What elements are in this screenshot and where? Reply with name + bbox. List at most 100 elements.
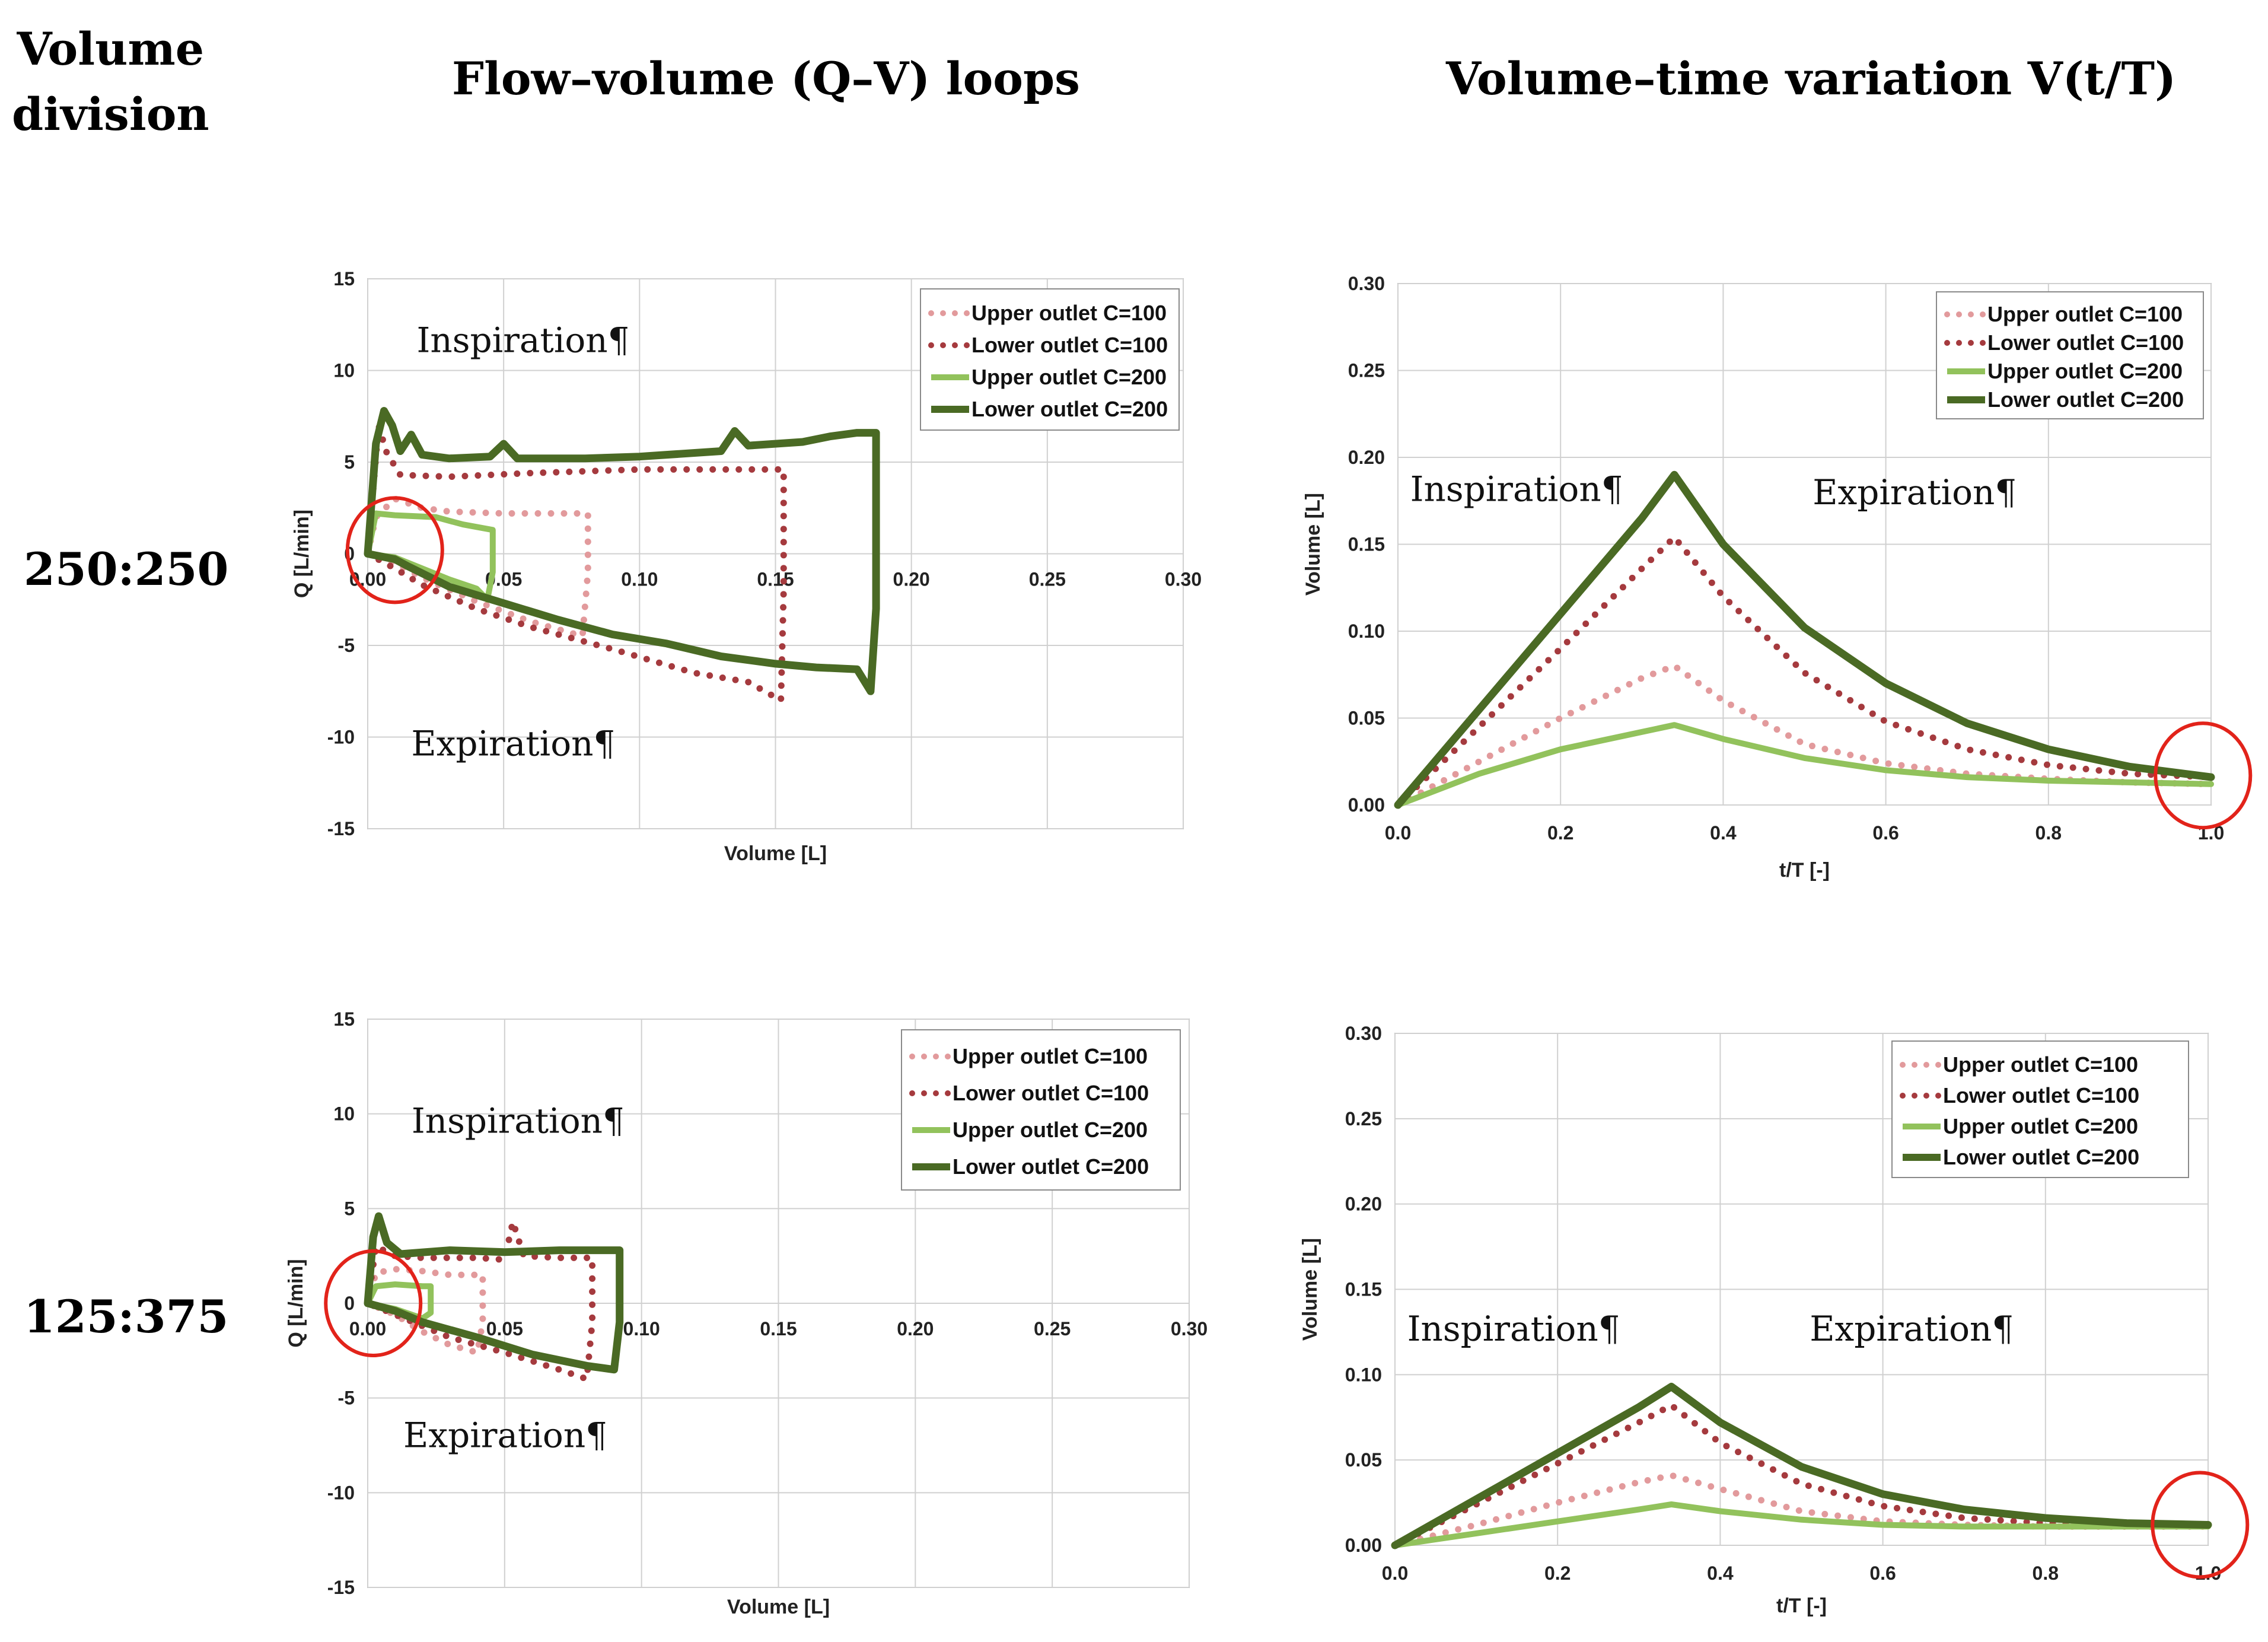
- x-tick-label: 0.20: [893, 569, 930, 590]
- x-axis-label: t/T [-]: [1776, 1595, 1827, 1617]
- series-line-solid-light: [365, 510, 496, 603]
- x-tick-label: 0.30: [1165, 569, 1202, 590]
- y-tick-label: 10: [333, 1103, 355, 1125]
- legend-label: Lower outlet C=200: [1987, 387, 2184, 412]
- x-tick-label: 0.15: [757, 569, 794, 590]
- x-tick-label: 0.6: [1869, 1563, 1896, 1584]
- annotation-text: Expiration¶: [411, 723, 615, 763]
- x-tick-label: 0.00: [349, 1318, 386, 1339]
- y-tick-label: -15: [327, 1577, 355, 1598]
- legend-label: Upper outlet C=200: [1943, 1114, 2138, 1138]
- row-label-250-250: 250:250: [24, 543, 229, 596]
- x-tick-label: 0.25: [1029, 569, 1066, 590]
- series-line-dotted-dark: [1391, 1402, 2212, 1549]
- legend-label: Lower outlet C=100: [1987, 330, 2184, 355]
- y-tick-label: 0.05: [1345, 1449, 1382, 1471]
- header-volume-division-line2: division: [12, 88, 209, 141]
- x-tick-label: 0.10: [623, 1318, 660, 1339]
- y-tick-label: 5: [344, 451, 355, 473]
- y-tick-label: -5: [338, 1388, 355, 1409]
- x-tick-label: 0.20: [897, 1318, 934, 1339]
- y-tick-label: 0.20: [1345, 1194, 1382, 1215]
- x-axis-label: t/T [-]: [1779, 859, 1830, 882]
- y-axis-label: Q [L/min]: [291, 510, 313, 598]
- y-tick-label: 0.10: [1345, 1364, 1382, 1385]
- y-tick-label: 5: [344, 1198, 355, 1219]
- y-tick-label: 0.15: [1348, 534, 1385, 555]
- y-tick-label: -10: [327, 727, 355, 748]
- header-volume-division: Volume division: [12, 17, 209, 147]
- series-line-dotted-light: [1394, 663, 2215, 809]
- x-tick-label: 0.6: [1872, 822, 1899, 844]
- legend-label: Upper outlet C=200: [1987, 359, 2183, 383]
- x-tick-label: 0.4: [1707, 1563, 1734, 1584]
- annotation-text: Inspiration¶: [412, 1101, 625, 1141]
- header-volume-time-variation: Volume–time variation V(t/T): [1446, 52, 2177, 105]
- x-tick-label: 0.2: [1547, 822, 1573, 844]
- series-line-dotted-dark: [364, 1218, 596, 1383]
- legend-label: Lower outlet C=200: [971, 397, 1168, 421]
- series-line-solid-dark: [364, 407, 880, 695]
- highlight-circle: [345, 496, 444, 604]
- y-tick-label: 0.30: [1345, 1023, 1382, 1044]
- legend-box: [1891, 1040, 2189, 1178]
- x-tick-label: 0.10: [621, 569, 658, 590]
- x-tick-label: 0.8: [2036, 822, 2062, 844]
- x-tick-label: 0.15: [760, 1318, 797, 1339]
- annotation-text: Inspiration¶: [417, 320, 630, 361]
- x-tick-label: 0.05: [486, 1318, 523, 1339]
- series-line-solid-dark: [1391, 1383, 2212, 1549]
- annotation-text: Inspiration¶: [1410, 469, 1623, 509]
- annotation-text: Expiration¶: [1813, 472, 2017, 513]
- y-tick-label: 0.15: [1345, 1279, 1382, 1300]
- y-tick-label: 0.00: [1345, 1535, 1382, 1556]
- series-line-solid-dark: [1394, 470, 2215, 809]
- legend-label: Lower outlet C=100: [953, 1081, 1149, 1105]
- annotation-text: Expiration¶: [403, 1415, 607, 1456]
- series-line-solid-light: [1392, 1501, 2211, 1548]
- x-tick-label: 0.30: [1171, 1318, 1208, 1339]
- y-tick-label: -15: [327, 818, 355, 839]
- legend-label: Upper outlet C=100: [1987, 302, 2183, 326]
- series-line-solid-dark: [364, 1212, 624, 1374]
- y-tick-label: -5: [338, 635, 355, 656]
- annotation-text: Inspiration¶: [1407, 1309, 1620, 1349]
- y-tick-label: 0.25: [1348, 360, 1385, 381]
- y-axis-label: Volume [L]: [1299, 1238, 1321, 1341]
- y-tick-label: 0.25: [1345, 1108, 1382, 1129]
- legend-label: Upper outlet C=100: [1943, 1052, 2138, 1077]
- y-tick-label: 0.30: [1348, 273, 1385, 294]
- legend-label: Upper outlet C=200: [953, 1118, 1148, 1142]
- series-line-solid-light: [1395, 722, 2214, 808]
- legend-label: Lower outlet C=100: [971, 333, 1168, 357]
- y-axis-label: Q [L/min]: [285, 1259, 307, 1347]
- y-tick-label: 0.05: [1348, 708, 1385, 729]
- x-axis-label: Volume [L]: [724, 842, 827, 865]
- x-tick-label: 0.0: [1385, 822, 1411, 844]
- x-tick-label: 0.4: [1710, 822, 1737, 844]
- series-line-dotted-light: [364, 1266, 486, 1356]
- highlight-circle: [2151, 1471, 2250, 1579]
- legend-label: Lower outlet C=200: [953, 1154, 1149, 1179]
- y-tick-label: 0.10: [1348, 620, 1385, 642]
- legend-label: Upper outlet C=200: [971, 365, 1167, 389]
- x-tick-label: 0.0: [1382, 1563, 1408, 1584]
- y-tick-label: 15: [333, 1008, 355, 1030]
- legend-label: Upper outlet C=100: [971, 301, 1167, 325]
- y-tick-label: 15: [333, 268, 355, 289]
- y-tick-label: 10: [333, 360, 355, 381]
- annotation-text: Expiration¶: [1810, 1309, 2014, 1349]
- x-tick-label: 0.8: [2033, 1563, 2059, 1584]
- legend-label: Upper outlet C=100: [953, 1044, 1148, 1068]
- y-tick-label: 0: [344, 1293, 355, 1314]
- y-tick-label: 0.00: [1348, 794, 1385, 816]
- highlight-circle: [2154, 721, 2253, 830]
- y-tick-label: 0.20: [1348, 447, 1385, 468]
- series-line-dotted-dark: [1394, 534, 2215, 809]
- row-label-125-375: 125:375: [24, 1290, 229, 1343]
- x-tick-label: 0.25: [1034, 1318, 1071, 1339]
- header-flow-volume-loops: Flow–volume (Q–V) loops: [452, 52, 1080, 105]
